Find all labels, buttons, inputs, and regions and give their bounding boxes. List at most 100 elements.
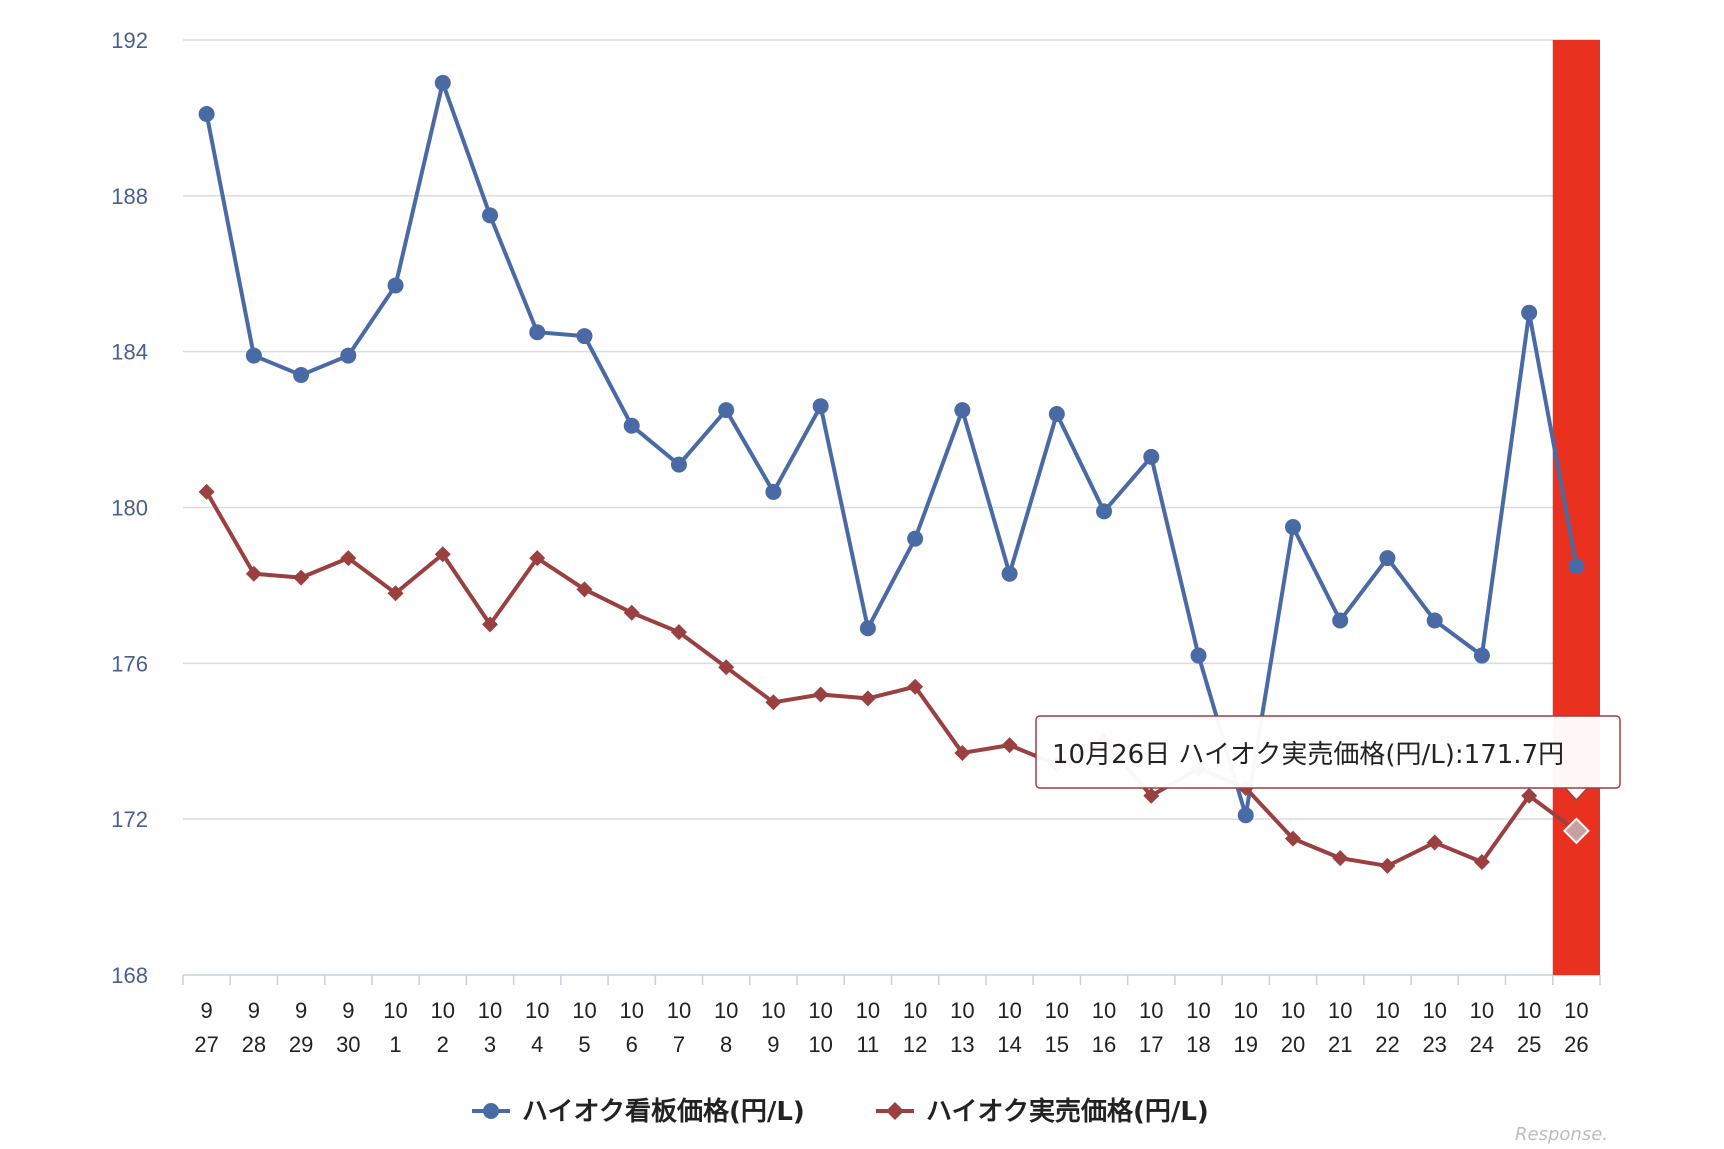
data-point [1001, 565, 1018, 582]
data-point [1143, 448, 1160, 465]
x-tick-label-month: 10 [1517, 998, 1541, 1023]
x-tick-label-month: 10 [856, 998, 880, 1023]
x-tick-label-day: 1 [389, 1032, 401, 1057]
data-point [718, 402, 735, 419]
x-tick-label-day: 7 [673, 1032, 685, 1057]
x-tick-label-month: 10 [1564, 998, 1588, 1023]
data-point [340, 550, 357, 567]
tooltip-text: 10月26日 ハイオク実売価格(円/L):171.7円 [1052, 740, 1564, 770]
data-point [1568, 557, 1585, 574]
data-point [576, 328, 593, 345]
x-tick-label-day: 14 [997, 1032, 1021, 1057]
data-point [670, 456, 687, 473]
x-tick-label-month: 10 [1281, 998, 1305, 1023]
legend-item-signboard[interactable]: ハイオク看板価格(円/L) [472, 1096, 805, 1127]
x-tick-label-day: 15 [1045, 1032, 1069, 1057]
legend-marker-circle [483, 1103, 499, 1119]
y-tick-label: 188 [111, 184, 148, 209]
data-point [434, 546, 451, 563]
x-tick-label-month: 10 [572, 998, 596, 1023]
x-axis: 9 27 9 28 9 29 9 30 10 1 10 2 10 3 10 4 10 5 10 6 10 7 10 8 10 9 1… [182, 975, 1601, 1057]
data-point [293, 367, 310, 384]
data-point [1284, 518, 1301, 535]
data-point [1237, 807, 1254, 824]
series-signboard-price [198, 74, 1585, 824]
y-axis: 192 188 184 180 176 172 168 [111, 28, 148, 988]
data-point [340, 347, 357, 364]
data-point [245, 347, 262, 364]
legend-item-actual[interactable]: ハイオク実売価格(円/L) [876, 1096, 1209, 1127]
x-tick-label-month: 10 [1092, 998, 1116, 1023]
data-point [859, 690, 876, 707]
data-point [812, 398, 829, 415]
x-tick-label-month: 10 [383, 998, 407, 1023]
x-tick-label-month: 10 [1234, 998, 1258, 1023]
x-tick-label-month: 10 [808, 998, 832, 1023]
x-tick-label-day: 13 [950, 1032, 974, 1057]
data-point [907, 530, 924, 547]
series-actual-price [198, 483, 1590, 874]
data-point [765, 483, 782, 500]
data-point [1426, 612, 1443, 629]
x-tick-label-month: 10 [1375, 998, 1399, 1023]
x-tick-label-day: 16 [1092, 1032, 1116, 1057]
x-tick-label-day: 3 [484, 1032, 496, 1057]
y-tick-label: 176 [111, 651, 148, 676]
data-point [859, 620, 876, 637]
x-tick-label-day: 22 [1375, 1032, 1399, 1057]
data-point [670, 624, 687, 641]
x-tick-label-day: 27 [194, 1032, 218, 1057]
data-point [1379, 857, 1396, 874]
data-point [1190, 647, 1207, 664]
x-tick-label-day: 18 [1186, 1032, 1210, 1057]
data-point [812, 686, 829, 703]
x-tick-label-month: 10 [1139, 998, 1163, 1023]
data-point [1473, 647, 1490, 664]
data-point [198, 106, 215, 123]
data-point-active [1562, 817, 1590, 845]
y-tick-label: 172 [111, 807, 148, 832]
data-point [1473, 854, 1490, 871]
x-tick-label-day: 29 [289, 1032, 313, 1057]
legend-label-actual: ハイオク実売価格(円/L) [926, 1096, 1209, 1127]
data-point [387, 585, 404, 602]
data-point [1332, 850, 1349, 867]
data-point [1284, 830, 1301, 847]
x-tick-label-month: 10 [667, 998, 691, 1023]
data-point [954, 402, 971, 419]
data-point [954, 744, 971, 761]
x-tick-label-day: 19 [1234, 1032, 1258, 1057]
x-tick-label-month: 10 [997, 998, 1021, 1023]
data-point [1521, 304, 1538, 321]
x-tick-label-day: 6 [626, 1032, 638, 1057]
x-tick-label-month: 10 [761, 998, 785, 1023]
watermark-logo: Response. [1515, 1124, 1608, 1145]
data-point [718, 659, 735, 676]
x-tick-label-month: 9 [200, 998, 212, 1023]
data-point [1001, 737, 1018, 754]
data-point [1048, 406, 1065, 422]
x-tick-label-month: 10 [1328, 998, 1352, 1023]
data-point [1332, 612, 1349, 629]
data-point [623, 604, 640, 621]
data-point [529, 550, 546, 567]
x-tick-label-day: 4 [531, 1032, 543, 1057]
data-point [245, 565, 262, 582]
x-tick-label-day: 24 [1470, 1032, 1494, 1057]
data-point [529, 324, 546, 341]
x-tick-label-day: 8 [720, 1032, 732, 1057]
x-tick-label-month: 10 [1422, 998, 1446, 1023]
x-tick-label-month: 10 [1470, 998, 1494, 1023]
x-tick-label-day: 5 [578, 1032, 590, 1057]
data-point [482, 207, 499, 224]
data-point [482, 616, 499, 633]
data-point [576, 581, 593, 598]
legend-marker-diamond [886, 1102, 904, 1120]
grid-lines [183, 39, 1600, 976]
data-point [198, 483, 215, 500]
x-tick-label-month: 9 [342, 998, 354, 1023]
data-point [1521, 787, 1538, 804]
data-point [1143, 787, 1160, 804]
x-tick-label-month: 10 [1045, 998, 1069, 1023]
